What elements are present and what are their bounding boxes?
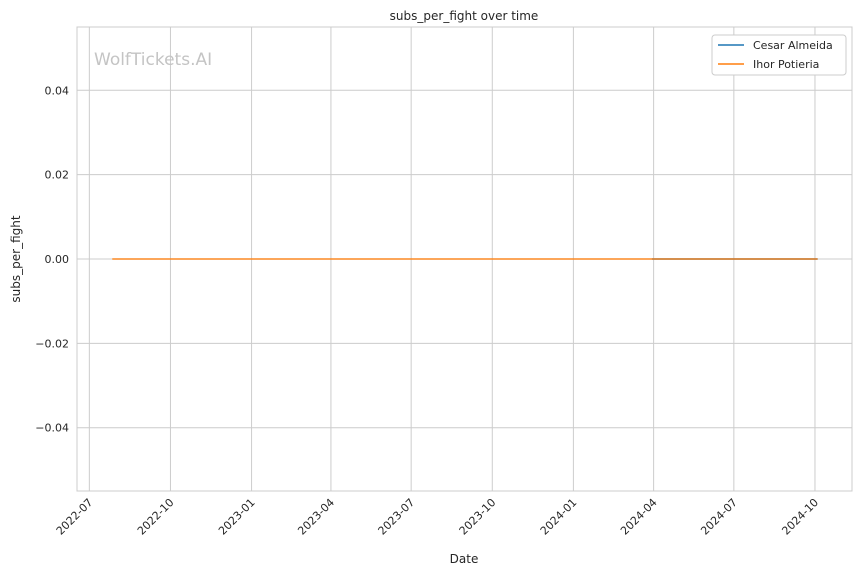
watermark: WolfTickets.AI: [94, 50, 212, 70]
y-tick-label: 0.04: [45, 84, 70, 97]
x-tick-label: 2023-04: [295, 496, 337, 538]
x-axis-label: Date: [450, 552, 479, 566]
legend-label-ihor-potieria: Ihor Potieria: [753, 58, 819, 71]
x-tick-label: 2022-07: [54, 496, 96, 538]
x-tick-label: 2024-04: [618, 496, 660, 538]
legend-label-cesar-almeida: Cesar Almeida: [753, 39, 833, 52]
y-tick-label: 0.02: [45, 169, 70, 182]
x-tick-label: 2023-01: [216, 496, 258, 538]
y-axis-label: subs_per_fight: [9, 215, 23, 302]
y-tick-label: −0.04: [35, 422, 69, 435]
x-tick-label: 2024-07: [698, 496, 740, 538]
x-tick-label: 2022-10: [135, 496, 177, 538]
x-tick-label: 2023-07: [376, 496, 418, 538]
plot-frame: [76, 26, 853, 492]
legend: Cesar Almeida Ihor Potieria: [711, 34, 847, 76]
y-tick-label: 0.00: [45, 253, 70, 266]
x-tick-label: 2023-10: [457, 496, 499, 538]
chart-title: subs_per_fight over time: [390, 9, 539, 23]
y-tick-label: −0.02: [35, 337, 69, 350]
x-tick-label: 2024-10: [779, 496, 821, 538]
x-tick-label: 2024-01: [538, 496, 580, 538]
